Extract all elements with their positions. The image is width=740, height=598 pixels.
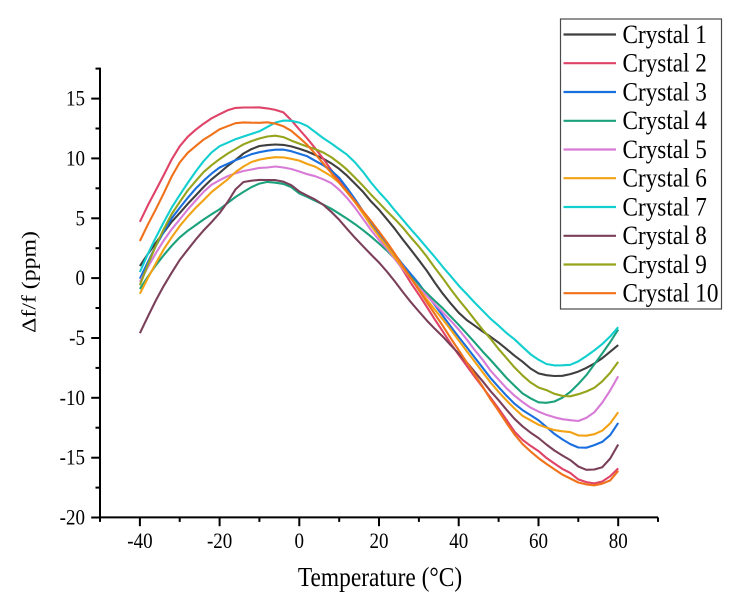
svg-text:Crystal 8: Crystal 8 bbox=[623, 222, 707, 251]
svg-text:60: 60 bbox=[529, 530, 548, 554]
svg-text:40: 40 bbox=[449, 530, 468, 554]
svg-text:-15: -15 bbox=[60, 446, 85, 470]
svg-text:Temperature (°C): Temperature (°C) bbox=[298, 562, 462, 592]
svg-text:5: 5 bbox=[76, 207, 85, 231]
svg-text:Crystal 2: Crystal 2 bbox=[623, 49, 707, 78]
svg-text:0: 0 bbox=[76, 267, 85, 291]
svg-text:80: 80 bbox=[609, 530, 628, 554]
svg-text:20: 20 bbox=[370, 530, 389, 554]
svg-text:Crystal 5: Crystal 5 bbox=[623, 136, 707, 165]
svg-text:-10: -10 bbox=[60, 387, 85, 411]
svg-text:0: 0 bbox=[295, 530, 304, 554]
svg-text:15: 15 bbox=[66, 87, 85, 111]
svg-text:Crystal 1: Crystal 1 bbox=[623, 21, 707, 50]
svg-text:Crystal 3: Crystal 3 bbox=[623, 78, 707, 107]
svg-text:-5: -5 bbox=[69, 327, 85, 351]
svg-text:Crystal 9: Crystal 9 bbox=[623, 251, 707, 280]
svg-text:Crystal 6: Crystal 6 bbox=[623, 164, 707, 193]
svg-text:Crystal 10: Crystal 10 bbox=[623, 279, 719, 308]
svg-text:Δf/f (ppm): Δf/f (ppm) bbox=[17, 231, 40, 333]
svg-text:10: 10 bbox=[66, 147, 85, 171]
svg-text:-20: -20 bbox=[60, 506, 85, 530]
svg-text:Crystal 7: Crystal 7 bbox=[623, 193, 707, 222]
svg-text:Crystal 4: Crystal 4 bbox=[623, 107, 707, 136]
svg-text:-40: -40 bbox=[127, 530, 152, 554]
svg-text:-20: -20 bbox=[207, 530, 232, 554]
